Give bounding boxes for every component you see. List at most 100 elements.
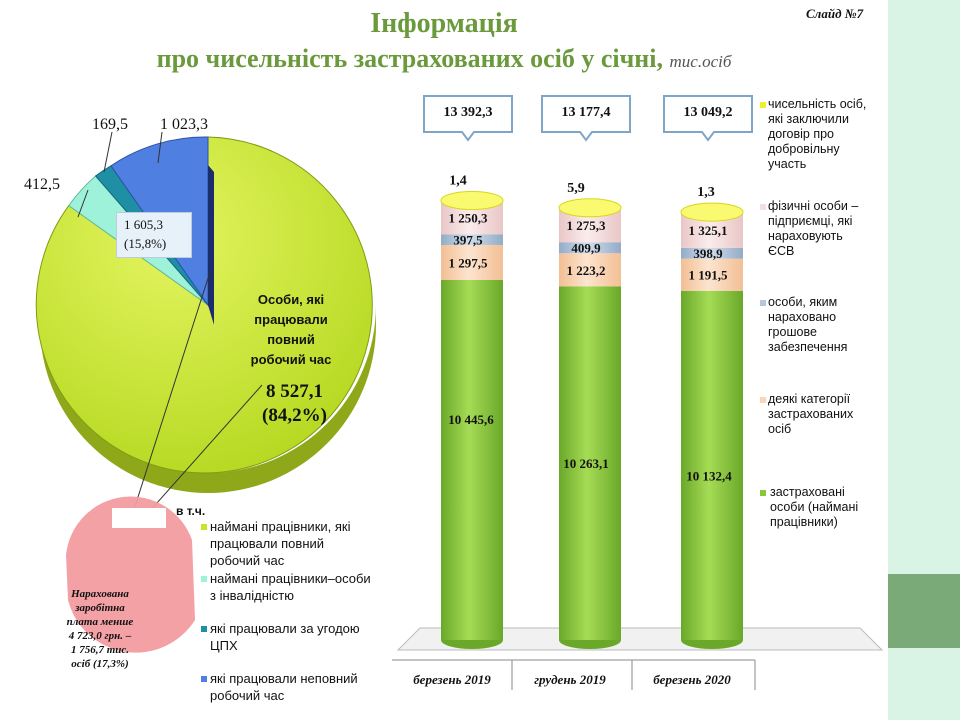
- full-time-line: Особи, які: [257, 292, 325, 307]
- pie-legend-swatch: [201, 524, 207, 530]
- sub-pie-note-line: заробітна: [75, 602, 125, 614]
- bar-legend-line: фізичні особи –: [768, 199, 859, 213]
- bar-legend-swatch: [760, 397, 766, 403]
- title-unit: тис.осіб: [669, 52, 732, 71]
- bar-legend-item: деякі категорії застрахованих осіб: [768, 392, 853, 437]
- sub-pie-shape: [66, 496, 195, 653]
- sub-pie-note: Нарахована заробітна плата менше 4 723,0…: [50, 587, 150, 671]
- bar-legend-line: грошове: [768, 325, 817, 339]
- pie-legend-line: наймані працівники–особи: [210, 571, 371, 586]
- slide-number: Слайд №7: [806, 6, 864, 21]
- bar-legend-line: осіб: [768, 422, 792, 436]
- bar-legend-line: які заключили: [768, 112, 849, 126]
- bar-legend-line: застраховані: [770, 485, 845, 499]
- bar-value-label: 409,9: [571, 241, 601, 256]
- bar-value-label: 1 325,1: [689, 223, 728, 238]
- full-time-line: робочий час: [250, 352, 332, 367]
- bar-value-label: 1 191,5: [689, 268, 729, 283]
- total-callouts: 13 392,3 13 177,4 13 049,2: [423, 95, 753, 142]
- sub-pie-note-line: плата менше: [66, 616, 134, 628]
- full-time-number: 8 527,1: [265, 381, 323, 402]
- bar-legend-swatch: [760, 490, 766, 496]
- bar-legend-line: застрахованих: [768, 407, 854, 421]
- bar-legend-swatch: [760, 204, 766, 210]
- bar-segment-military: [559, 242, 621, 254]
- sub-pie-note-line: 4 723,0 грн. –: [68, 630, 132, 642]
- bar-segment-military: [441, 234, 503, 245]
- pie-legend-item: наймані працівники–особи з інвалідністю: [210, 570, 371, 604]
- pie-legend-swatch: [201, 576, 207, 582]
- total-callout-box: [541, 95, 631, 142]
- bar-legend-swatch: [760, 300, 766, 306]
- pie-legend-line: ЦПХ: [210, 638, 238, 653]
- bar-value-label: 1 297,5: [449, 255, 489, 270]
- full-time-pct: (84,2%): [262, 405, 327, 426]
- subtitle-text: про чисельність застрахованих осіб у січ…: [156, 44, 663, 73]
- full-time-label: Особи, які працювали повний робочий час: [236, 290, 346, 370]
- bar-segment-insured: [681, 290, 743, 640]
- pie-legend-swatch: [201, 676, 207, 682]
- pie-legend-line: робочий час: [210, 553, 285, 568]
- bar-segment-insured: [441, 280, 503, 640]
- bar-legend-line: участь: [768, 157, 807, 171]
- chart-canvas: 10 445,6 1 297,5 397,5 1 250,3 1,4 10 263,1 1 …: [35, 95, 884, 690]
- bar-segment-categories: [441, 244, 503, 280]
- connector-line-1: [129, 271, 211, 523]
- bar-value-label: 1,3: [697, 185, 715, 200]
- stacked-bars: 10 445,6 1 297,5 397,5 1 250,3 1,4 10 263,1 1 …: [440, 173, 744, 649]
- full-time-line: працювали: [254, 312, 328, 327]
- category-label: березень 2019: [413, 672, 491, 687]
- leader-412: [77, 189, 89, 218]
- pie-slice-full-time: [35, 136, 373, 474]
- bar-legend-line: працівники): [770, 515, 838, 529]
- bar-legend-item: фізичні особи – підприємці, які нарахову…: [768, 199, 858, 259]
- leader-169: [103, 131, 113, 173]
- other-callout: 1 605,3 (15,8%): [116, 212, 192, 258]
- sub-pie-gap: [112, 508, 166, 528]
- page-subtitle: про чисельність застрахованих осіб у січ…: [0, 44, 888, 74]
- bar-top-cap: [440, 190, 504, 210]
- slice-label-412: 412,5: [24, 176, 60, 193]
- pie-legend-line: робочий час: [210, 688, 285, 703]
- total-value: 13 392,3: [444, 105, 493, 120]
- slice-label-1023: 1 023,3: [160, 116, 208, 133]
- bar-legend-item: особи, яким нараховано грошове забезпече…: [768, 295, 847, 355]
- other-value: 1 605,3: [124, 217, 163, 232]
- other-pct: (15,8%): [124, 236, 167, 251]
- bar-value-label: 1 223,2: [567, 263, 606, 278]
- slice-label-169: 169,5: [92, 116, 128, 133]
- bar-legend-line: забезпечення: [768, 340, 848, 354]
- bar-value-label: 1 250,3: [449, 210, 489, 225]
- full-time-value: 8 527,1 (84,2%): [262, 380, 327, 428]
- bar-value-label: 397,5: [453, 233, 483, 248]
- leader-1023: [157, 131, 163, 164]
- full-time-line: повний: [267, 332, 315, 347]
- bar-value-label: 1,4: [449, 173, 467, 188]
- bar-legend-line: нараховано: [768, 310, 837, 324]
- bar-legend-item: застраховані особи (наймані працівники): [770, 485, 858, 530]
- bar-value-label: 5,9: [567, 181, 585, 196]
- bar-segment-categories: [681, 258, 743, 291]
- sub-pie-note-line: Нарахована: [71, 588, 129, 600]
- total-callout-box: [663, 95, 753, 142]
- bar-top-cap: [558, 198, 622, 218]
- bar-legend-line: добровільну: [768, 142, 840, 156]
- sub-pie-note-line: осіб (17,3%): [71, 658, 129, 670]
- bar-top-cap: [680, 202, 744, 222]
- bar-legend-line: нараховують: [768, 229, 843, 243]
- pie-legend-line: наймані працівники, які: [210, 519, 351, 534]
- total-callout-box: [423, 95, 513, 142]
- in-tch-label: в т.ч.: [176, 504, 206, 518]
- total-value: 13 177,4: [562, 105, 611, 120]
- pie-legend-line: які працювали за угодою: [210, 621, 360, 636]
- bar-value-label: 10 132,4: [686, 468, 732, 483]
- total-value: 13 049,2: [684, 105, 733, 120]
- page-title: Інформація: [370, 8, 518, 39]
- bar-legend-line: деякі категорії: [768, 392, 851, 406]
- bar-value-label: 398,9: [693, 246, 723, 261]
- connector-line-2: [139, 384, 263, 523]
- bar-segment-categories: [559, 253, 621, 287]
- bar-legend-line: особи, яким: [768, 295, 838, 309]
- pie-other-side: [208, 165, 214, 325]
- bar-legend-line: особи (наймані: [770, 500, 859, 514]
